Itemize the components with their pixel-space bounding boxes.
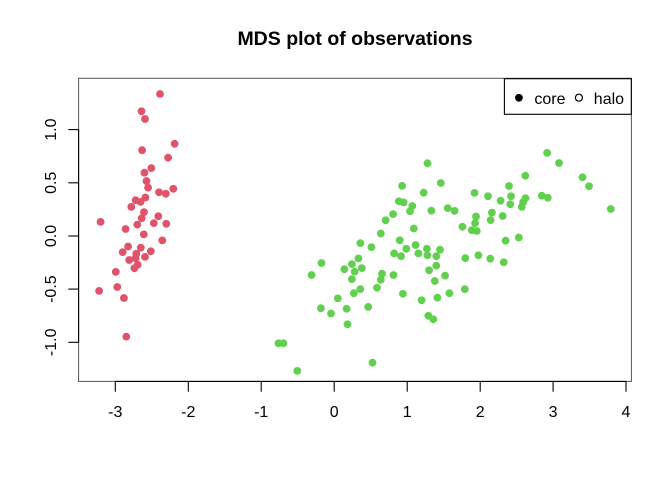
svg-text:-2: -2	[181, 404, 195, 421]
svg-text:4: 4	[622, 404, 631, 421]
svg-text:1: 1	[403, 404, 412, 421]
svg-text:core: core	[534, 91, 565, 108]
svg-text:0.5: 0.5	[43, 172, 60, 194]
svg-text:-0.5: -0.5	[43, 275, 60, 303]
svg-text:3: 3	[549, 404, 558, 421]
svg-text:1.0: 1.0	[43, 118, 60, 140]
svg-text:-1: -1	[254, 404, 268, 421]
svg-text:halo: halo	[594, 91, 624, 108]
svg-text:-3: -3	[108, 404, 122, 421]
svg-text:0.0: 0.0	[43, 225, 60, 247]
svg-text:2: 2	[476, 404, 485, 421]
svg-text:-1.0: -1.0	[43, 328, 60, 356]
svg-text:0: 0	[330, 404, 339, 421]
svg-text:MDS plot of observations: MDS plot of observations	[237, 28, 472, 50]
